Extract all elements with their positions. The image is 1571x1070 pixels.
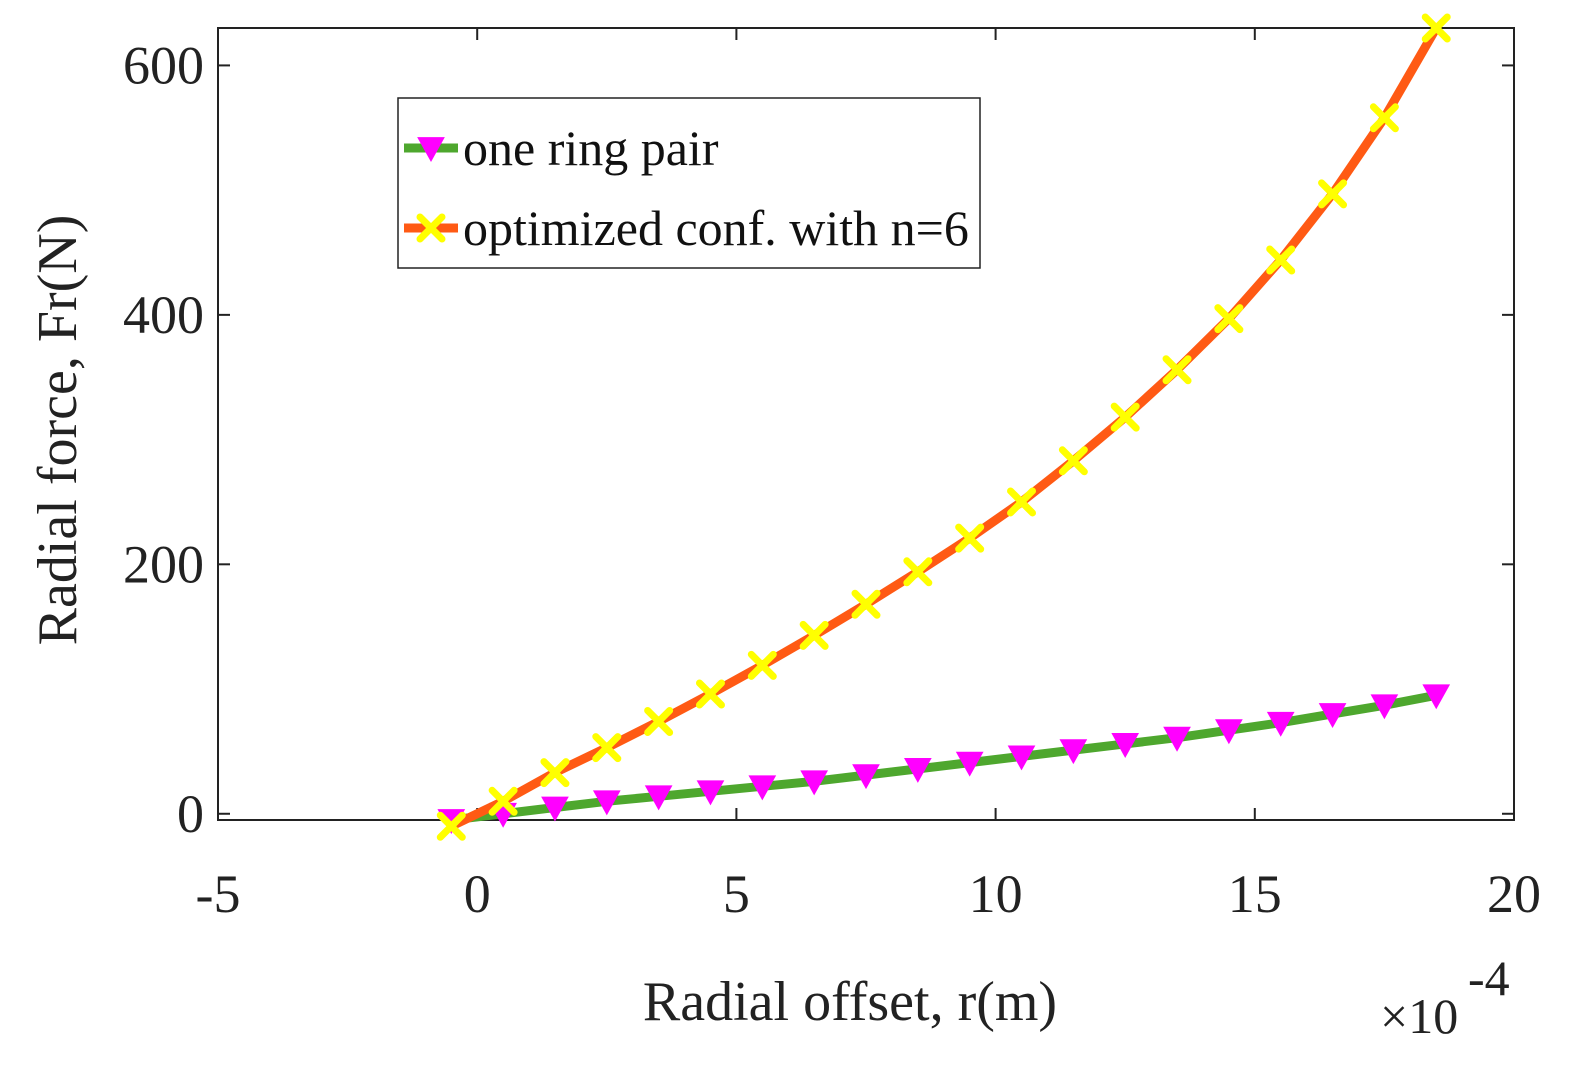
y-tick-label-0: 0 — [177, 784, 204, 844]
series-0-point-11 — [1007, 745, 1036, 771]
series-0-point-14 — [1163, 726, 1191, 752]
y-tick-label-2: 400 — [123, 285, 204, 345]
series-1-point-8 — [851, 589, 881, 619]
legend-box — [397, 97, 981, 269]
series-1-point-1 — [488, 786, 518, 816]
x-tick-label-5: 20 — [1487, 864, 1541, 924]
legend: one ring pair optimized conf. with n=6 — [397, 97, 981, 269]
series-1-point-16 — [1266, 245, 1296, 275]
series-1-point-7 — [799, 620, 829, 650]
series-0-point-16 — [1266, 711, 1295, 737]
axis-ticks — [217, 28, 1515, 820]
series-layer — [436, 13, 1451, 841]
series-1-point-2 — [540, 758, 570, 788]
series-0-point-5 — [696, 780, 725, 806]
series-0-point-12 — [1059, 739, 1088, 765]
series-1-point-18 — [1369, 103, 1399, 133]
series-0-point-8 — [852, 764, 880, 790]
y-tick-labels: 0 200 400 600 — [123, 35, 204, 843]
legend-marker-0 — [417, 137, 445, 163]
series-1 — [436, 13, 1451, 841]
series-0-point-7 — [800, 770, 829, 796]
series-1-point-19 — [1421, 13, 1451, 43]
legend-label-1: optimized conf. with n=6 — [463, 200, 969, 256]
series-0-point-2 — [541, 796, 569, 822]
series-1-point-5 — [695, 679, 725, 709]
series-0-point-6 — [748, 775, 777, 801]
x-tick-label-1: 0 — [464, 864, 491, 924]
series-1-point-13 — [1110, 402, 1140, 432]
series-0-point-13 — [1111, 733, 1140, 758]
x-axis-title: Radial offset, r(m) — [643, 971, 1057, 1033]
series-1-point-9 — [903, 557, 933, 587]
legend-label-0: one ring pair — [463, 120, 719, 176]
series-1-point-0 — [436, 811, 466, 841]
series-0-point-10 — [955, 751, 984, 777]
series-1-point-4 — [644, 706, 674, 736]
series-1-point-6 — [747, 650, 777, 680]
series-line-0 — [446, 690, 1441, 825]
x-tick-label-2: 5 — [723, 864, 750, 924]
series-0-point-15 — [1215, 719, 1243, 745]
series-1-point-12 — [1058, 446, 1088, 476]
legend-marker-1 — [416, 213, 446, 243]
series-1-point-3 — [592, 733, 622, 763]
series-0-point-3 — [592, 790, 621, 816]
series-1-point-11 — [1007, 487, 1037, 517]
y-tick-label-3: 600 — [123, 35, 204, 95]
series-0-point-19 — [1422, 684, 1451, 710]
x-tick-labels: -5 0 5 10 15 20 — [196, 864, 1541, 924]
x-tick-label-0: -5 — [196, 864, 241, 924]
series-0-point-17 — [1318, 703, 1347, 729]
series-1-point-14 — [1162, 355, 1192, 385]
x-tick-label-3: 10 — [969, 864, 1023, 924]
x-multiplier: ×10 — [1380, 988, 1458, 1044]
x-tick-label-4: 15 — [1228, 864, 1282, 924]
series-0-point-9 — [903, 757, 932, 783]
series-0-point-18 — [1370, 694, 1399, 720]
y-tick-label-1: 200 — [123, 534, 204, 594]
series-1-point-15 — [1214, 304, 1244, 334]
legend-entries: one ring pair optimized conf. with n=6 — [404, 120, 969, 256]
y-axis-title: Radial force, Fr(N) — [27, 215, 89, 646]
x-exponent: -4 — [1468, 950, 1510, 1006]
series-1-point-10 — [955, 523, 985, 553]
series-0-point-4 — [644, 785, 673, 811]
series-1-point-17 — [1318, 179, 1348, 209]
